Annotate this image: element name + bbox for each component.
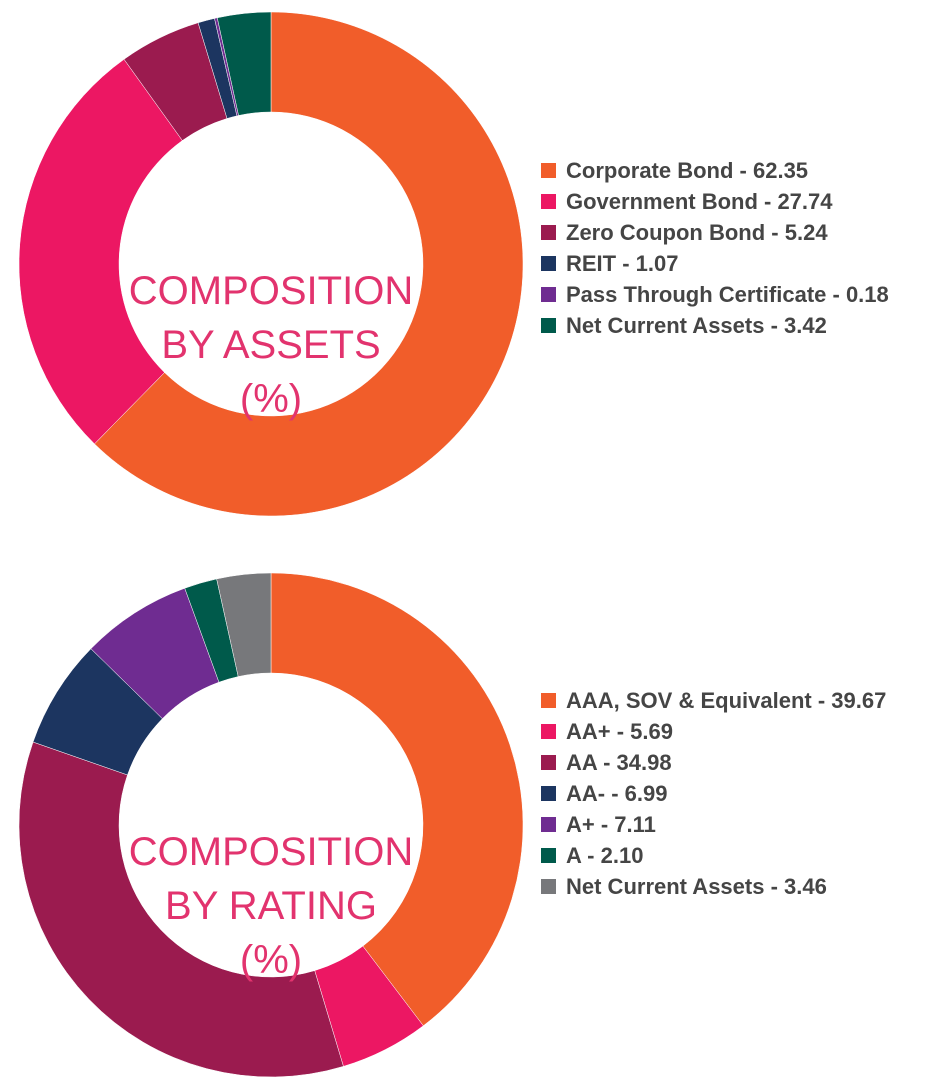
title-line: BY ASSETS [161,323,381,367]
legend-swatch [541,693,556,708]
legend-item: AA- - 6.99 [541,778,896,809]
legend-swatch [541,256,556,271]
legend-swatch [541,287,556,302]
legend-item: Net Current Assets - 3.42 [541,310,896,341]
rating-donut-chart [18,572,524,1078]
legend-item: A - 2.10 [541,840,896,871]
legend-item: Corporate Bond - 62.35 [541,155,896,186]
legend-item: AA+ - 5.69 [541,716,896,747]
assets-chart-title: COMPOSITION BY ASSETS (%) [91,264,451,426]
legend-label: Pass Through Certificate - 0.18 [566,282,889,307]
legend-swatch [541,755,556,770]
legend-label: Net Current Assets - 3.46 [566,874,827,899]
legend-item: Pass Through Certificate - 0.18 [541,279,896,310]
legend-item: Zero Coupon Bond - 5.24 [541,217,896,248]
title-line: BY RATING [165,884,377,928]
legend-label: AA- - 6.99 [566,781,668,806]
slice-aaa-sov-equivalent [270,572,524,1027]
title-line: (%) [239,938,303,982]
slice-net-current-assets [216,11,272,116]
legend-item: Government Bond - 27.74 [541,186,896,217]
legend-item: AA - 34.98 [541,747,896,778]
legend-label: Net Current Assets - 3.42 [566,313,827,338]
legend-swatch [541,817,556,832]
rating-legend: AAA, SOV & Equivalent - 39.67 AA+ - 5.69 A… [541,685,896,902]
slice-aa [18,741,344,1078]
title-line: (%) [239,377,303,421]
legend-swatch [541,318,556,333]
legend-item: Net Current Assets - 3.46 [541,871,896,902]
legend-item: AAA, SOV & Equivalent - 39.67 [541,685,896,716]
legend-label: REIT - 1.07 [566,251,679,276]
legend-swatch [541,848,556,863]
legend-label: Government Bond - 27.74 [566,189,833,214]
slice-net-current-assets [216,572,272,677]
rating-chart-title: COMPOSITION BY RATING (%) [91,825,451,987]
assets-donut-chart [18,11,524,517]
assets-legend: Corporate Bond - 62.35 Government Bond - … [541,155,896,341]
title-line: COMPOSITION [128,269,414,313]
legend-swatch [541,194,556,209]
slice-corporate-bond [94,11,524,517]
legend-item: REIT - 1.07 [541,248,896,279]
legend-label: Corporate Bond - 62.35 [566,158,809,183]
legend-label: AA - 34.98 [566,750,672,775]
legend-swatch [541,225,556,240]
legend-swatch [541,786,556,801]
legend-label: AAA, SOV & Equivalent - 39.67 [566,688,887,713]
slice-government-bond [18,58,183,445]
legend-label: AA+ - 5.69 [566,719,673,744]
legend-item: A+ - 7.11 [541,809,896,840]
legend-swatch [541,724,556,739]
title-line: COMPOSITION [128,830,414,874]
legend-label: Zero Coupon Bond - 5.24 [566,220,828,245]
legend-label: A - 2.10 [566,843,644,868]
legend-swatch [541,163,556,178]
legend-swatch [541,879,556,894]
legend-label: A+ - 7.11 [566,812,656,837]
